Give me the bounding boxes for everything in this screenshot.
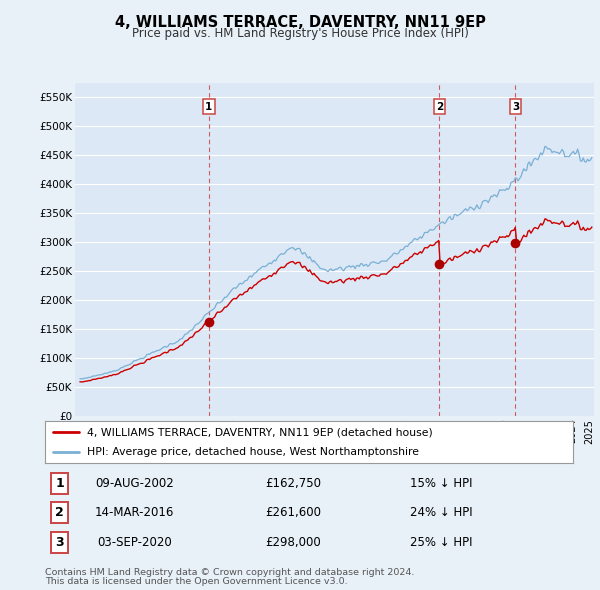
Text: 3: 3 <box>55 536 64 549</box>
Text: 25% ↓ HPI: 25% ↓ HPI <box>410 536 472 549</box>
Text: £298,000: £298,000 <box>265 536 321 549</box>
Text: 14-MAR-2016: 14-MAR-2016 <box>95 506 175 519</box>
Text: 03-SEP-2020: 03-SEP-2020 <box>97 536 172 549</box>
Text: 4, WILLIAMS TERRACE, DAVENTRY, NN11 9EP: 4, WILLIAMS TERRACE, DAVENTRY, NN11 9EP <box>115 15 485 30</box>
Text: 2: 2 <box>55 506 64 519</box>
Text: 2: 2 <box>436 101 443 112</box>
Text: 1: 1 <box>205 101 212 112</box>
Text: Price paid vs. HM Land Registry's House Price Index (HPI): Price paid vs. HM Land Registry's House … <box>131 27 469 40</box>
Text: £261,600: £261,600 <box>265 506 321 519</box>
Text: 24% ↓ HPI: 24% ↓ HPI <box>410 506 472 519</box>
Text: 3: 3 <box>512 101 519 112</box>
Text: 09-AUG-2002: 09-AUG-2002 <box>95 477 174 490</box>
Text: 1: 1 <box>55 477 64 490</box>
Text: HPI: Average price, detached house, West Northamptonshire: HPI: Average price, detached house, West… <box>87 447 419 457</box>
Text: £162,750: £162,750 <box>265 477 321 490</box>
Text: This data is licensed under the Open Government Licence v3.0.: This data is licensed under the Open Gov… <box>45 577 347 586</box>
Text: Contains HM Land Registry data © Crown copyright and database right 2024.: Contains HM Land Registry data © Crown c… <box>45 568 415 576</box>
Text: 15% ↓ HPI: 15% ↓ HPI <box>410 477 472 490</box>
Text: 4, WILLIAMS TERRACE, DAVENTRY, NN11 9EP (detached house): 4, WILLIAMS TERRACE, DAVENTRY, NN11 9EP … <box>87 427 433 437</box>
